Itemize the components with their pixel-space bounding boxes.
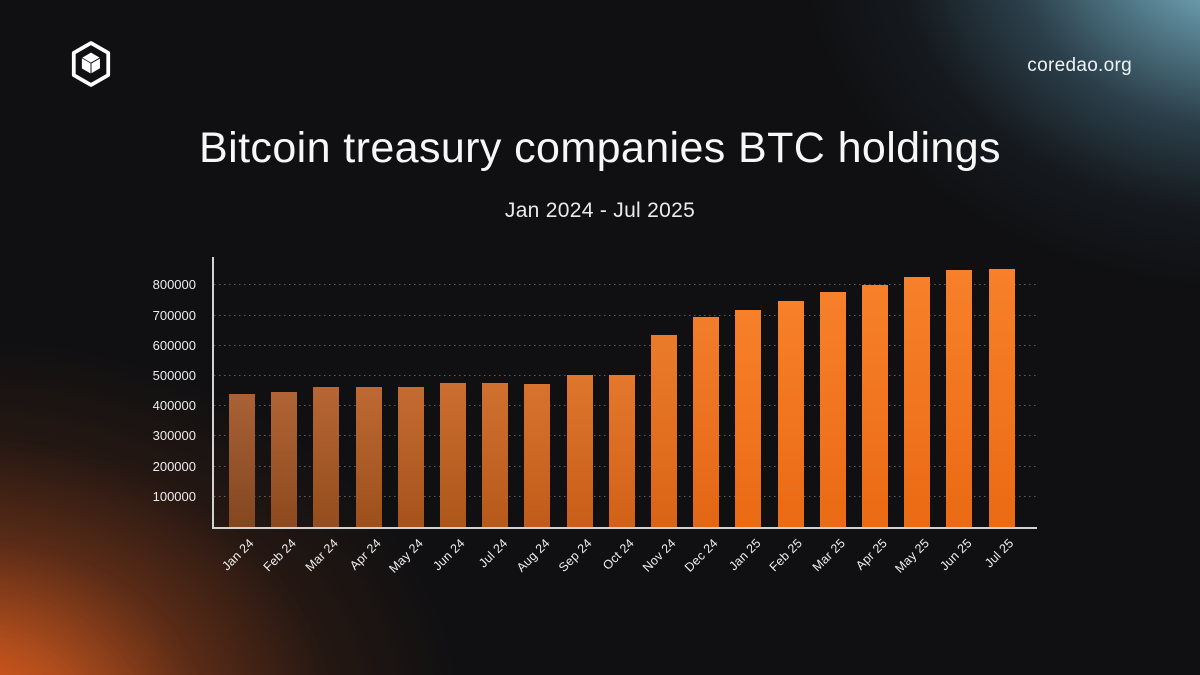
x-tick-label-oct-24: Oct 24 — [599, 536, 637, 573]
x-tick-label-jun-25: Jun 25 — [937, 536, 975, 574]
y-tick-label-600000: 600000 — [152, 337, 196, 353]
y-tick-label-300000: 300000 — [152, 428, 196, 444]
x-tick-label-aug-24: Aug 24 — [513, 536, 553, 575]
x-tick-label-may-24: May 24 — [385, 536, 426, 576]
bar-jan-24 — [229, 393, 255, 527]
gridline-800000 — [214, 284, 1037, 286]
bar-jan-25 — [735, 309, 762, 527]
bar-jul-24 — [482, 382, 509, 527]
bar-nov-24 — [651, 334, 677, 527]
y-tick-label-100000: 100000 — [152, 488, 196, 504]
bar-dec-24 — [693, 317, 720, 527]
page-title: Bitcoin treasury companies BTC holdings — [199, 124, 1001, 172]
y-tick-label-700000: 700000 — [152, 307, 196, 323]
date-range-subtitle: Jan 2024 - Jul 2025 — [504, 199, 696, 222]
x-tick-label-jan-25: Jan 25 — [726, 536, 764, 574]
x-tick-label-dec-24: Dec 24 — [682, 536, 722, 575]
bar-may-25 — [904, 277, 931, 527]
y-tick-label-500000: 500000 — [152, 368, 196, 383]
x-tick-label-apr-25: Apr 25 — [853, 536, 890, 573]
site-url: coredao.org — [1027, 55, 1132, 76]
bar-jun-24 — [440, 383, 466, 527]
gridline-700000 — [214, 314, 1037, 316]
bar-aug-24 — [524, 383, 551, 527]
x-tick-label-nov-24: Nov 24 — [640, 536, 679, 575]
x-tick-label-jan-24: Jan 24 — [219, 536, 257, 574]
x-tick-label-mar-25: Mar 25 — [809, 536, 848, 575]
bar-mar-25 — [819, 292, 846, 527]
x-tick-label-feb-25: Feb 25 — [767, 536, 806, 575]
x-tick-label-jun-24: Jun 24 — [430, 536, 468, 574]
y-tick-label-800000: 800000 — [152, 277, 196, 293]
bar-oct-24 — [608, 375, 635, 527]
x-tick-label-sep-24: Sep 24 — [555, 536, 595, 575]
bar-apr-25 — [862, 284, 888, 527]
bar-jul-25 — [988, 269, 1015, 527]
y-tick-label-200000: 200000 — [152, 458, 196, 474]
core-dao-logo-icon — [70, 40, 112, 88]
x-tick-label-jul-25: Jul 25 — [982, 536, 1017, 571]
bar-sep-24 — [566, 374, 593, 527]
y-tick-label-400000: 400000 — [152, 398, 196, 414]
bar-jun-25 — [946, 270, 973, 527]
x-tick-label-jul-24: Jul 24 — [475, 536, 511, 571]
plot-area — [212, 257, 1037, 529]
bar-apr-24 — [355, 386, 382, 527]
x-tick-label-feb-24: Feb 24 — [260, 536, 300, 575]
bar-feb-25 — [777, 300, 804, 527]
x-tick-label-mar-24: Mar 24 — [303, 536, 342, 575]
x-tick-label-may-25: May 25 — [892, 536, 933, 576]
gridline-600000 — [214, 344, 1037, 346]
bar-may-24 — [397, 387, 424, 527]
bar-feb-24 — [271, 392, 298, 527]
x-tick-label-apr-24: Apr 24 — [346, 536, 384, 573]
bar-mar-24 — [313, 387, 340, 527]
